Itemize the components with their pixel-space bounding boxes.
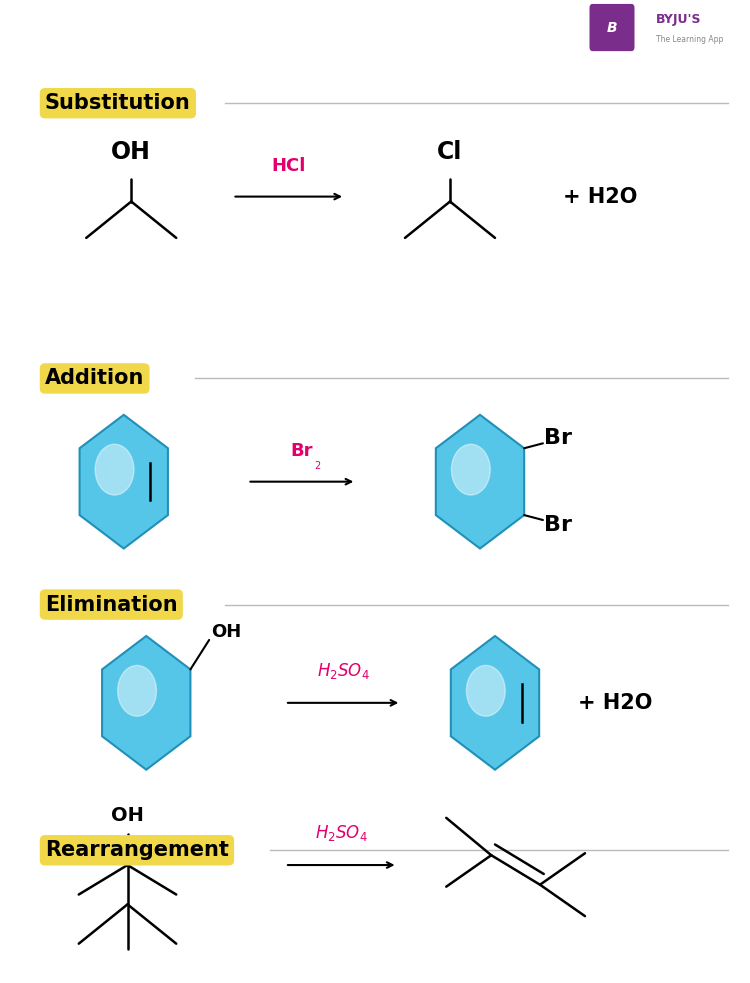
Text: Cl: Cl bbox=[437, 141, 463, 164]
Polygon shape bbox=[80, 415, 168, 549]
Circle shape bbox=[118, 665, 157, 717]
Text: OH: OH bbox=[111, 141, 152, 164]
Text: Br: Br bbox=[544, 429, 572, 448]
Text: OH: OH bbox=[211, 623, 241, 641]
Text: OH: OH bbox=[111, 806, 144, 826]
Text: Br: Br bbox=[290, 442, 313, 460]
Circle shape bbox=[95, 444, 134, 495]
Polygon shape bbox=[102, 636, 190, 770]
Text: $H_2SO_4$: $H_2SO_4$ bbox=[315, 824, 368, 843]
Text: HCl: HCl bbox=[272, 157, 306, 175]
Text: Br: Br bbox=[544, 515, 572, 535]
Text: B: B bbox=[607, 21, 617, 34]
Circle shape bbox=[452, 444, 491, 495]
Text: $_{2}$: $_{2}$ bbox=[314, 458, 321, 472]
Text: + H2O: + H2O bbox=[562, 187, 638, 206]
Text: BYJU'S: BYJU'S bbox=[656, 13, 702, 27]
Text: Substitution: Substitution bbox=[45, 93, 190, 113]
FancyBboxPatch shape bbox=[590, 4, 634, 51]
Text: Rearrangement: Rearrangement bbox=[45, 840, 229, 860]
Circle shape bbox=[466, 665, 506, 717]
Text: + H2O: + H2O bbox=[578, 693, 652, 713]
Text: Elimination: Elimination bbox=[45, 595, 178, 614]
Text: Addition: Addition bbox=[45, 369, 144, 388]
Text: The Learning App: The Learning App bbox=[656, 34, 724, 44]
Polygon shape bbox=[436, 415, 524, 549]
Polygon shape bbox=[451, 636, 539, 770]
Text: $H_2SO_4$: $H_2SO_4$ bbox=[317, 662, 370, 681]
